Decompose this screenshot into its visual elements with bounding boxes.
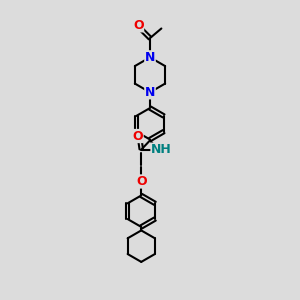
Text: O: O xyxy=(133,19,144,32)
Text: O: O xyxy=(136,175,147,188)
Text: O: O xyxy=(132,130,143,142)
Text: N: N xyxy=(145,86,155,99)
Text: N: N xyxy=(145,51,155,64)
Text: NH: NH xyxy=(151,143,172,156)
